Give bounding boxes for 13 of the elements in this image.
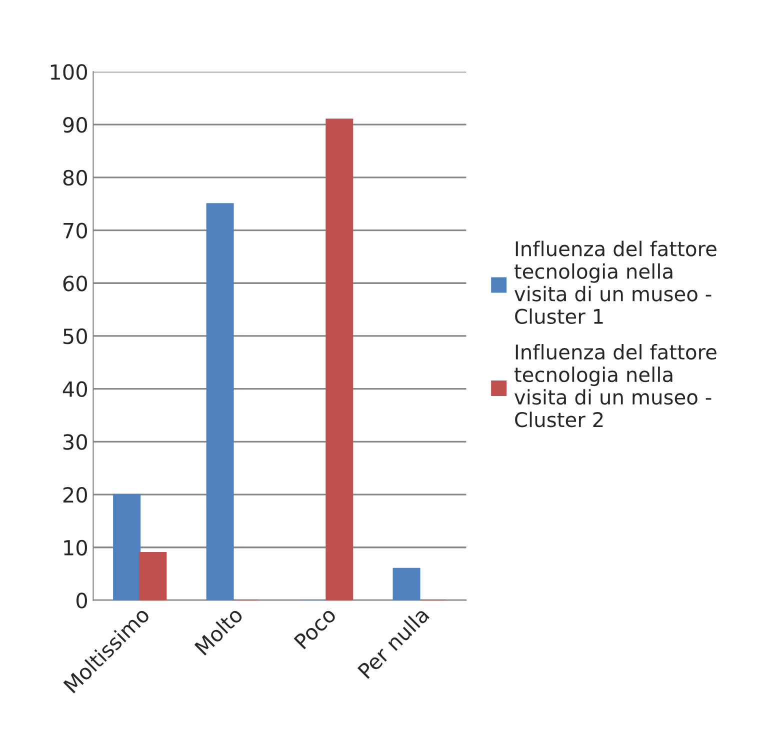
y-tick-label: 100 [50,64,87,80]
y-tick-label: 10 [64,540,87,556]
y-tick-label: 80 [63,170,87,186]
y-tick-label: 60 [63,276,87,292]
y-tick-label: 40 [62,381,87,398]
y-tick-label: 90 [63,117,87,133]
y-tick-label: 30 [63,434,87,450]
y-tick-label: 70 [64,222,87,238]
y-tick-label: 50 [63,328,87,344]
y-tick-label: 0 [76,592,87,608]
y-tick-label: 20 [63,486,87,503]
legend-label: Influenza del fattore tecnologia nella visita di un museo - Cluster 2 [514,344,716,428]
legend-label: Influenza del fattore tecnologia nella visita di un museo - Cluster 1 [514,240,716,324]
